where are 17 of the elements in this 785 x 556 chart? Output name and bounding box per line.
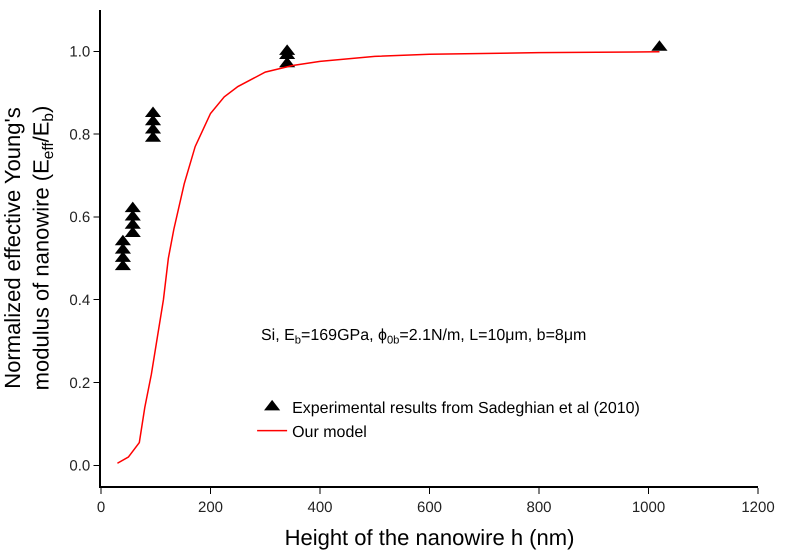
y-tick-label: 1.0 bbox=[69, 44, 90, 61]
legend-label: Our model bbox=[292, 424, 367, 441]
y-tick-label: 0.8 bbox=[69, 126, 90, 144]
x-tick-label: 600 bbox=[416, 498, 442, 516]
legend-label: Experimental results from Sadeghian et al (2010) bbox=[292, 400, 640, 418]
x-tick-label: 200 bbox=[198, 498, 224, 516]
x-tick-label: 0 bbox=[96, 498, 106, 516]
y-tick-label: 0.6 bbox=[69, 209, 90, 226]
x-tick-label: 1000 bbox=[632, 498, 666, 516]
x-tick-label: 800 bbox=[526, 498, 552, 516]
y-tick-label: 0.0 bbox=[69, 458, 90, 475]
y-tick-label: 0.2 bbox=[69, 374, 90, 392]
annotation: Si, E$_{b}$=169GPa, ϕ$_{0b}$=2.1N/m, L=10μm, b=8μm bbox=[261, 327, 586, 346]
x-tick-label: 400 bbox=[307, 498, 333, 516]
y-tick-label: 0.4 bbox=[69, 292, 90, 309]
x-axis-title: Height of the nanowire h (nm) bbox=[284, 525, 574, 550]
x-tick-label: 1200 bbox=[741, 498, 775, 516]
